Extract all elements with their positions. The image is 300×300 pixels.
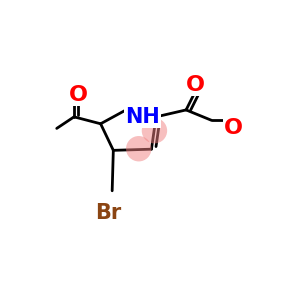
Text: O: O — [69, 85, 88, 105]
Text: O: O — [186, 74, 205, 94]
Text: Br: Br — [96, 203, 122, 223]
Circle shape — [142, 118, 167, 143]
Text: O: O — [224, 118, 243, 138]
Circle shape — [126, 136, 152, 161]
Text: NH: NH — [125, 107, 160, 127]
